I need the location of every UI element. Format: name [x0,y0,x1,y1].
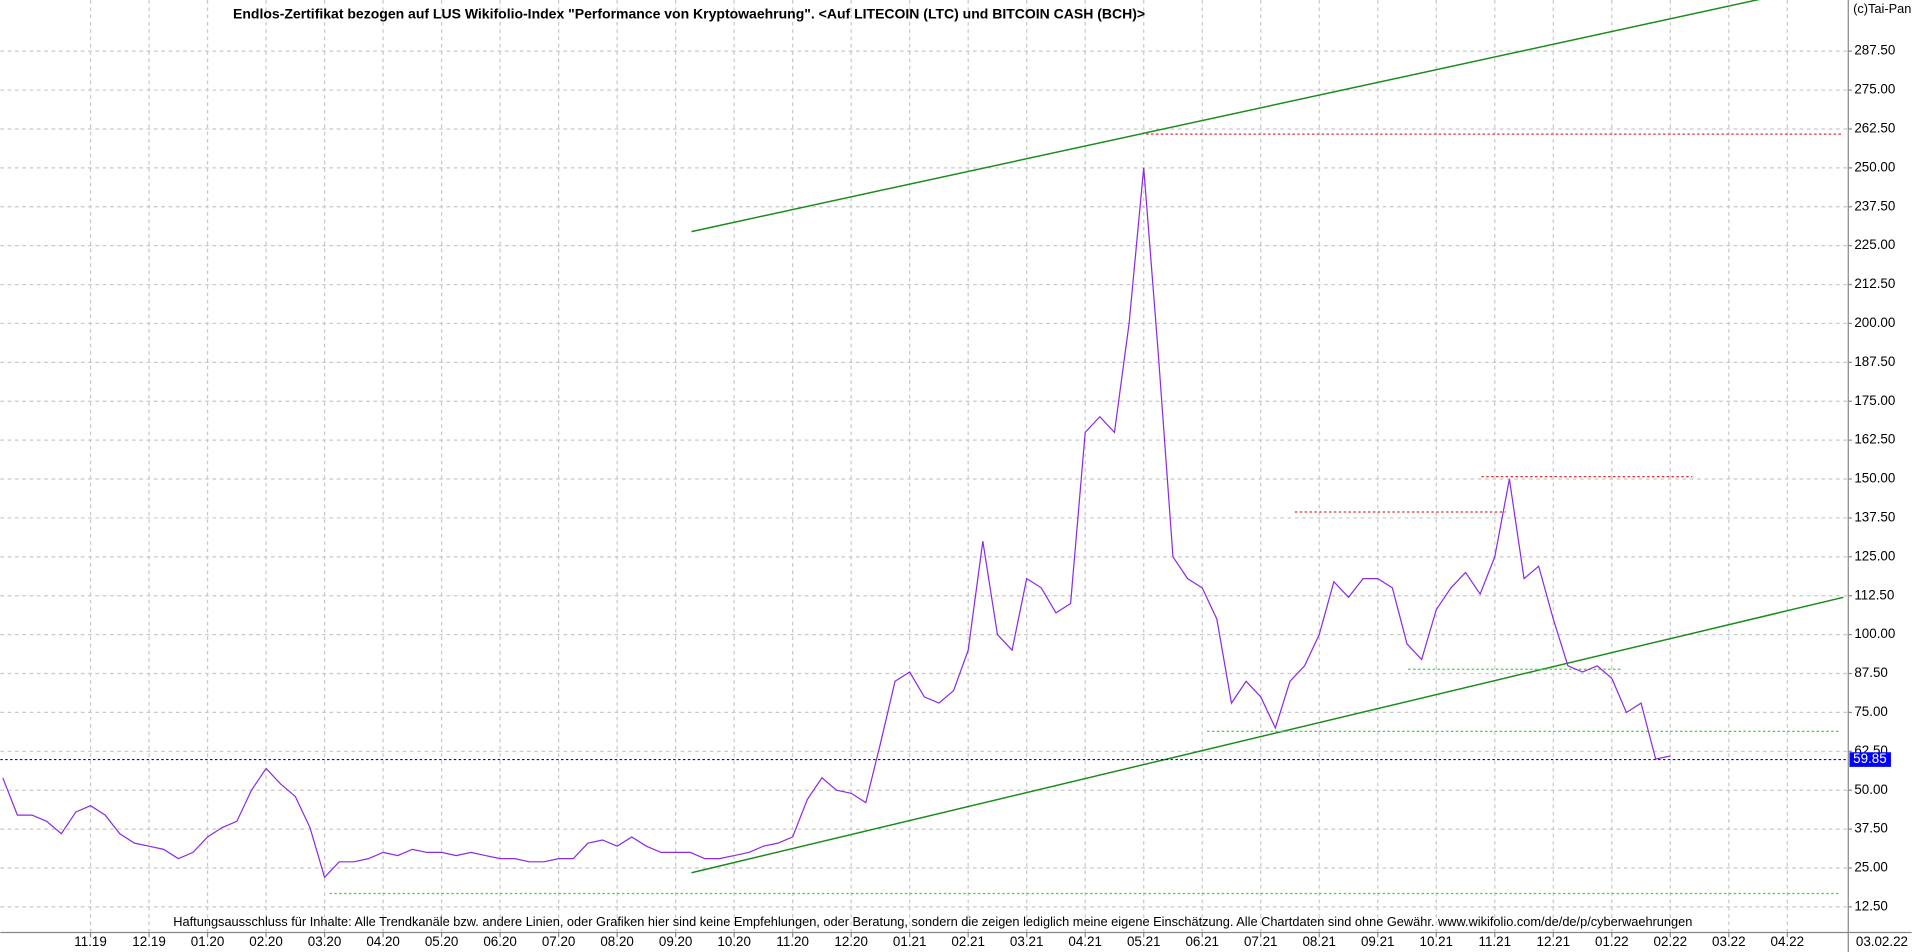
y-tick-label: 237.50 [1854,198,1895,213]
y-tick-label: 200.00 [1854,315,1895,330]
price-line [2,167,1671,879]
grid [0,0,1849,933]
y-tick-label: 137.50 [1854,509,1895,524]
x-tick-label: 11.21 [1479,934,1512,949]
x-tick-label: 01.20 [191,934,225,949]
x-tick-label: 01.22 [1595,934,1629,949]
x-tick-label: 12.19 [132,934,166,949]
x-tick-label: 04.21 [1068,934,1102,949]
x-tick-label: 02.20 [249,934,283,949]
x-tick-label: 07.21 [1244,934,1278,949]
trend-lines [329,0,1844,895]
y-tick-label: 12.50 [1854,898,1888,913]
x-tick-label: 11.19 [74,934,107,949]
x-tick-label: 10.21 [1420,934,1454,949]
y-tick-label: 50.00 [1854,782,1888,797]
trend-line [691,596,1844,874]
y-tick-label: 287.50 [1854,43,1895,58]
plot [0,167,1849,879]
y-tick-label: 112.50 [1854,587,1894,602]
y-tick-label: 37.50 [1854,821,1888,836]
x-tick-label: 06.21 [1185,934,1219,949]
last-value-box [1849,752,1891,767]
x-tick-label: 09.21 [1361,934,1395,949]
last-date: 03.02.22 [1856,934,1908,949]
last-value-label: 59.85 [1853,751,1887,766]
x-tick-label: 12.20 [834,934,868,949]
footer: Haftungsausschluss für Inhalte: Alle Tre… [173,914,1692,929]
x-tick-label: 12.21 [1537,934,1571,949]
x-tick-label: 04.22 [1771,934,1805,949]
y-tick-label: 275.00 [1854,82,1895,97]
x-tick-label: 06.20 [483,934,517,949]
x-tick-label: 02.22 [1654,934,1688,949]
x-tick-label: 03.22 [1712,934,1746,949]
x-tick-label: 03.21 [1010,934,1044,949]
y-tick-label: 175.00 [1854,393,1895,408]
x-tick-label: 05.20 [425,934,459,949]
copyright: (c)Tai-Pan [1853,1,1911,16]
x-tick-label: 10.20 [717,934,751,949]
x-tick-label: 05.21 [1127,934,1161,949]
x-tick-label: 01.21 [893,934,927,949]
x-tick-label: 04.20 [366,934,400,949]
y-tick-label: 87.50 [1854,665,1888,680]
y-tick-label: 125.00 [1854,548,1895,563]
y-tick-label: 150.00 [1854,471,1895,486]
y-tick-label: 187.50 [1854,354,1895,369]
x-tick-label: 11.20 [776,934,809,949]
y-tick-label: 162.50 [1854,432,1895,447]
x-tick-label: 08.21 [1302,934,1336,949]
x-tick-label: 09.20 [659,934,693,949]
x-tick-label: 03.20 [308,934,342,949]
y-tick-label: 225.00 [1854,237,1895,252]
x-tick-label: 07.20 [542,934,576,949]
x-tick-label: 08.20 [600,934,634,949]
y-tick-label: 25.00 [1854,860,1888,875]
y-tick-label: 212.50 [1854,276,1895,291]
x-tick-label: 02.21 [951,934,985,949]
y-tick-label: 75.00 [1854,704,1888,719]
y-tick-label: 100.00 [1854,626,1895,641]
chart-title: Endlos-Zertifikat bezogen auf LUS Wikifo… [233,5,1145,21]
trend-line [691,0,1761,233]
y-tick-label: 250.00 [1854,159,1895,174]
y-tick-label: 262.50 [1854,121,1895,136]
